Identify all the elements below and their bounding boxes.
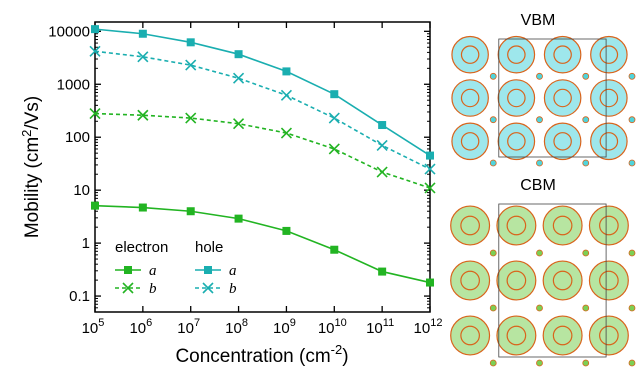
x-tick-label: 108 — [225, 317, 248, 337]
data-point-electron-a — [186, 207, 195, 216]
data-point-hole-b — [137, 51, 149, 63]
cbm-panel: CBM — [450, 177, 636, 367]
legend-title-electron: electron — [115, 239, 168, 256]
legend-marker-hole-a — [204, 266, 212, 274]
data-point-electron-a — [426, 278, 434, 287]
data-point-electron-a — [91, 201, 99, 210]
data-point-electron-b — [89, 107, 101, 120]
legend-marker-electron-b — [122, 282, 134, 294]
data-point-hole-a — [234, 50, 243, 59]
y-axis-title: Mobility (cm2/Vs) — [19, 96, 43, 238]
data-point-hole-a — [91, 25, 99, 34]
y-axis-ticks: 0.1 1 10 100 1000 10000 — [48, 23, 430, 313]
data-point-electron-a — [282, 226, 291, 235]
x-tick-label: 105 — [82, 317, 105, 337]
data-point-hole-b — [233, 72, 245, 84]
data-point-electron-a — [138, 203, 147, 212]
data-point-hole-a — [330, 90, 339, 99]
x-tick-label: 107 — [177, 317, 200, 337]
data-point-hole-b — [185, 59, 197, 71]
data-point-hole-b — [280, 89, 292, 101]
data-point-electron-b — [424, 182, 436, 194]
x-tick-label: 1012 — [414, 317, 443, 337]
x-axis-ticks: 105 106 107 108 109 1010 1011 1012 — [82, 22, 443, 337]
data-point-hole-a — [282, 67, 291, 76]
data-point-electron-b — [137, 109, 149, 121]
x-tick-label: 1011 — [366, 317, 394, 337]
y-tick-label: 100 — [65, 129, 90, 146]
data-point-electron-b — [376, 166, 388, 178]
data-point-electron-b — [280, 127, 292, 139]
legend-entry-hole-a: a — [229, 263, 237, 279]
data-point-electron-a — [234, 214, 243, 223]
data-point-electron-b — [185, 112, 197, 124]
legend-marker-hole-b — [202, 282, 214, 294]
vbm-label: VBM — [521, 12, 556, 29]
y-tick-label: 10 — [73, 182, 90, 199]
x-axis-title: Concentration (cm-2) — [175, 342, 348, 367]
series-line-electron-b — [94, 112, 431, 189]
legend-entry-electron-a: a — [149, 263, 157, 279]
data-point-hole-b — [376, 139, 388, 151]
x-tick-label: 1010 — [318, 317, 347, 337]
y-tick-label: 10000 — [48, 23, 90, 40]
y-tick-label: 1000 — [57, 76, 90, 93]
cbm-label: CBM — [520, 177, 556, 194]
y-tick-label: 1 — [82, 235, 90, 252]
data-point-electron-b — [233, 118, 245, 130]
vbm-isosurface-image — [451, 35, 636, 167]
series-line-electron-a — [94, 204, 431, 284]
x-tick-label: 109 — [273, 317, 296, 337]
series-layer — [89, 25, 436, 287]
data-point-electron-a — [378, 267, 387, 276]
series-line-hole-b — [94, 50, 431, 170]
legend-entry-hole-b: b — [229, 281, 237, 297]
data-point-hole-a — [138, 29, 147, 38]
data-point-hole-a — [186, 38, 195, 47]
legend-marker-electron-a — [124, 266, 132, 274]
y-tick-label: 0.1 — [69, 288, 90, 305]
x-tick-label: 106 — [129, 317, 152, 337]
series-line-hole-a — [94, 28, 431, 157]
data-point-hole-b — [424, 163, 436, 175]
legend-entry-electron-b: b — [149, 281, 157, 297]
data-point-electron-b — [328, 143, 340, 155]
data-point-hole-a — [378, 121, 387, 130]
vbm-panel: VBM — [451, 12, 636, 167]
plot-frame — [94, 21, 431, 313]
legend-title-hole: hole — [195, 239, 223, 256]
cbm-isosurface-image — [450, 203, 636, 367]
data-point-electron-a — [330, 245, 339, 254]
data-point-hole-b — [89, 45, 101, 57]
data-point-hole-a — [426, 151, 434, 160]
data-point-hole-b — [328, 112, 340, 124]
